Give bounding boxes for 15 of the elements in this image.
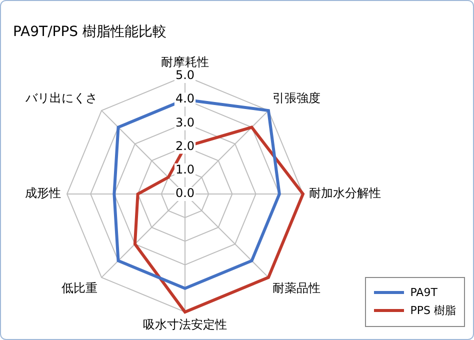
y-tick-label: 0.0 xyxy=(175,186,195,200)
chart-title: PA9T/PPS 樹脂性能比較 xyxy=(13,23,167,41)
spoke-label: 耐加水分解性 xyxy=(309,186,381,200)
spoke-label: 成形性 xyxy=(25,186,61,200)
spoke-label: 耐摩耗性 xyxy=(161,54,209,69)
spoke-label: 低比重 xyxy=(61,281,98,296)
y-tick-label: 1.0 xyxy=(175,162,195,177)
spoke-label: 吸水寸法安定性 xyxy=(143,317,227,332)
spoke-label: 引張強度 xyxy=(272,91,321,106)
y-tick-label: 3.0 xyxy=(175,115,195,130)
y-tick-label: 5.0 xyxy=(175,68,195,82)
spoke-label: 耐薬品性 xyxy=(272,281,321,296)
legend-label: PPS 樹脂 xyxy=(410,303,456,318)
spoke-label: バリ出にくさ xyxy=(24,91,98,106)
legend-label: PA9T xyxy=(410,286,438,299)
